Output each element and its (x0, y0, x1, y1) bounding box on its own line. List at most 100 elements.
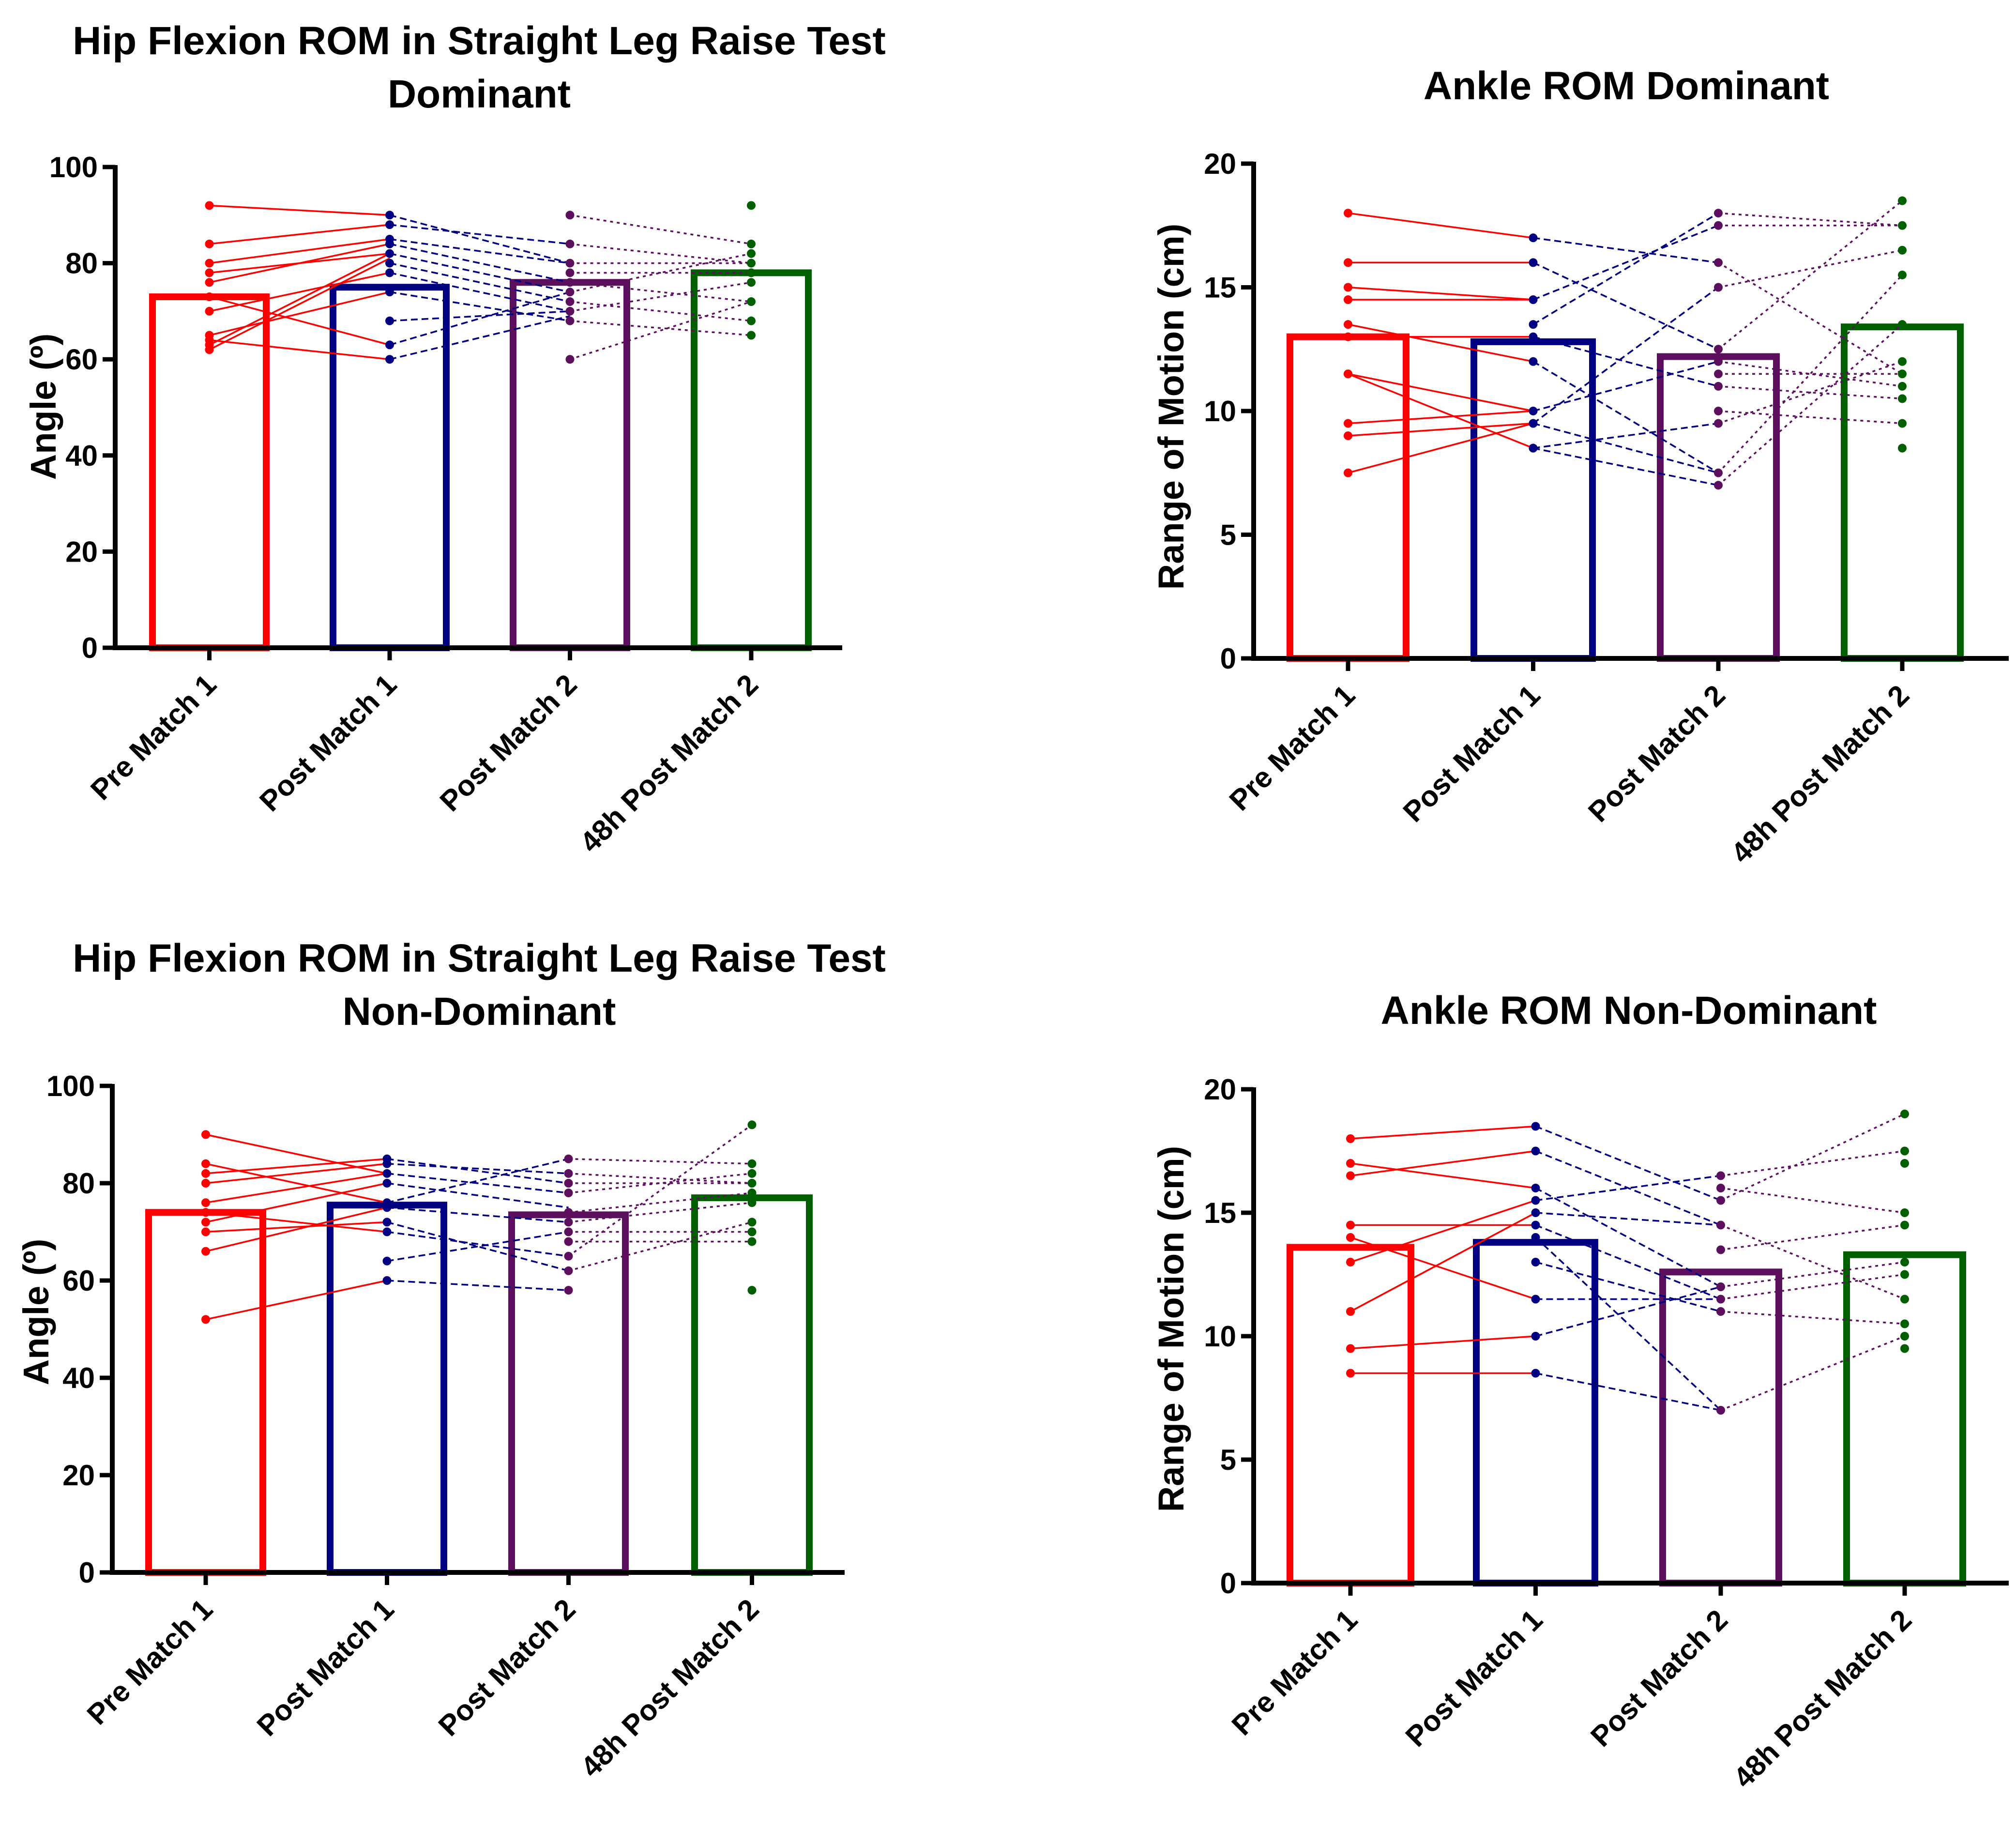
data-point (747, 1286, 757, 1295)
paired-line (389, 291, 570, 346)
y-tick-label: 0 (82, 632, 98, 664)
paired-line (1348, 373, 1534, 449)
data-point (1531, 1122, 1540, 1131)
data-point (565, 288, 575, 297)
paired-line (1350, 1162, 1536, 1189)
data-point (565, 259, 575, 268)
paired-line (205, 1221, 387, 1233)
paired-line (389, 310, 570, 322)
y-axis-label: Angle (º) (16, 1239, 56, 1385)
data-point (565, 278, 575, 287)
x-tick-label: Post Match 1 (1399, 1603, 1549, 1753)
paired-line (1535, 1286, 1721, 1337)
data-point (1714, 283, 1723, 292)
data-point (385, 288, 394, 297)
data-point (1529, 419, 1538, 428)
paired-line (1535, 1150, 1721, 1226)
y-axis-label: Angle (º) (23, 334, 63, 480)
bar-1 (1287, 1244, 1414, 1586)
data-point (1531, 1184, 1540, 1192)
data-point (1529, 295, 1538, 305)
x-tick-label: Pre Match 1 (84, 668, 223, 807)
data-point (747, 239, 756, 248)
data-point (1531, 1332, 1540, 1341)
y-tick-label: 0 (1220, 1567, 1236, 1600)
paired-line (1720, 1335, 1905, 1411)
paired-line (205, 1163, 387, 1204)
data-point (201, 1159, 210, 1168)
paired-line (570, 243, 752, 264)
data-point (1346, 1134, 1355, 1143)
chart-title: Ankle ROM Dominant (1424, 64, 1829, 108)
x-tick-label: Post Match 2 (432, 1593, 582, 1742)
data-point (564, 1179, 573, 1188)
bar-3 (1659, 1268, 1782, 1586)
data-point (1898, 245, 1907, 255)
data-point (1716, 1307, 1725, 1316)
paired-line (389, 214, 570, 264)
data-point (564, 1237, 573, 1246)
data-point (1716, 1245, 1725, 1254)
paired-line (1532, 261, 1719, 350)
data-point (747, 1159, 757, 1168)
paired-line (209, 243, 390, 284)
paired-line (387, 1231, 569, 1262)
paired-line (1720, 1187, 1905, 1214)
y-tick-label: 15 (1204, 1197, 1236, 1229)
data-point (565, 306, 575, 316)
data-point (1716, 1220, 1725, 1230)
data-point (1344, 258, 1352, 267)
y-tick-label: 0 (79, 1556, 95, 1589)
data-point (564, 1189, 573, 1198)
data-point (1900, 1270, 1909, 1279)
y-tick-label: 20 (62, 1459, 95, 1492)
paired-line (209, 224, 390, 245)
data-point (1714, 407, 1723, 415)
data-point (1900, 1220, 1909, 1230)
data-point (201, 1227, 210, 1236)
paired-line (1532, 225, 1719, 301)
paired-line (389, 243, 570, 284)
data-point (385, 249, 394, 258)
data-point (385, 220, 394, 229)
data-point (382, 1203, 392, 1212)
paired-line (570, 214, 752, 245)
data-point (382, 1169, 392, 1178)
paired-line (1348, 286, 1533, 301)
data-point (1344, 369, 1352, 379)
data-point (564, 1286, 573, 1295)
data-point (1714, 221, 1723, 230)
paired-line (205, 1158, 387, 1174)
data-point (1900, 1344, 1909, 1353)
data-point (385, 340, 394, 350)
y-tick-label: 60 (65, 343, 98, 376)
paired-line (569, 301, 752, 360)
y-tick-label: 10 (1204, 395, 1236, 427)
data-point (205, 292, 214, 302)
y-tick-label: 15 (1204, 272, 1236, 304)
data-point (1346, 1344, 1355, 1353)
x-tick-label: Post Match 1 (1397, 679, 1546, 828)
paired-line (1350, 1150, 1536, 1177)
paired-line (1533, 237, 1719, 264)
data-point (382, 1218, 392, 1227)
data-point (1531, 1220, 1540, 1230)
paired-line (389, 272, 570, 312)
bar-2 (1473, 1239, 1598, 1586)
data-point (1346, 1171, 1355, 1180)
data-point (565, 239, 575, 248)
data-point (1346, 1220, 1355, 1230)
data-point (1716, 1196, 1725, 1205)
y-axis-label: Range of Motion (cm) (1151, 224, 1191, 590)
data-point (564, 1251, 573, 1261)
paired-line (205, 1206, 387, 1252)
data-point (382, 1276, 392, 1285)
paired-line (1348, 373, 1533, 412)
data-point (1714, 258, 1723, 267)
paired-line (1350, 1125, 1536, 1140)
chart-ankle-rom-dominant: Ankle ROM Dominant Range of Motion (cm) … (1151, 64, 2009, 869)
data-point (1344, 295, 1352, 305)
data-point (1900, 1258, 1909, 1266)
data-point (382, 1159, 392, 1168)
paired-line (1720, 1224, 1905, 1300)
